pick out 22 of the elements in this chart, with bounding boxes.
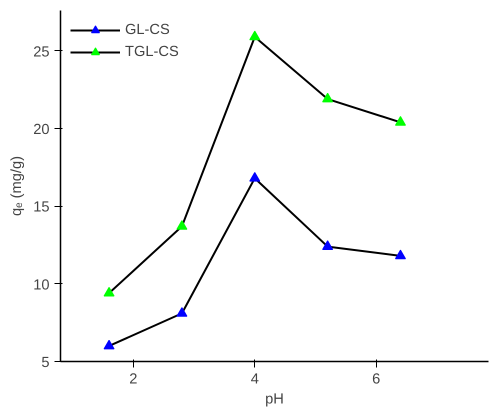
legend-label: GL-CS xyxy=(125,22,170,38)
x-tick-label: 6 xyxy=(372,372,380,388)
point xyxy=(104,340,115,350)
point xyxy=(249,172,260,182)
point xyxy=(176,307,188,317)
point xyxy=(249,30,260,40)
y-tick-label: 25 xyxy=(33,44,50,60)
point xyxy=(322,240,334,250)
y-tick-label: 20 xyxy=(33,122,50,138)
point xyxy=(394,116,406,126)
legend-label: TGL-CS xyxy=(125,44,179,60)
y-axis-title: qₑ (mg/g) xyxy=(9,156,26,216)
point xyxy=(322,92,334,102)
x-tick-label: 4 xyxy=(250,372,259,388)
x-axis-title: pH xyxy=(265,392,284,408)
y-tick-label: 10 xyxy=(33,277,50,294)
y-tick-label: 15 xyxy=(33,200,50,216)
point xyxy=(176,220,188,230)
x-tick-label: 2 xyxy=(129,372,138,388)
y-tick-label: 5 xyxy=(41,355,50,371)
point xyxy=(394,250,406,260)
point xyxy=(104,286,115,297)
